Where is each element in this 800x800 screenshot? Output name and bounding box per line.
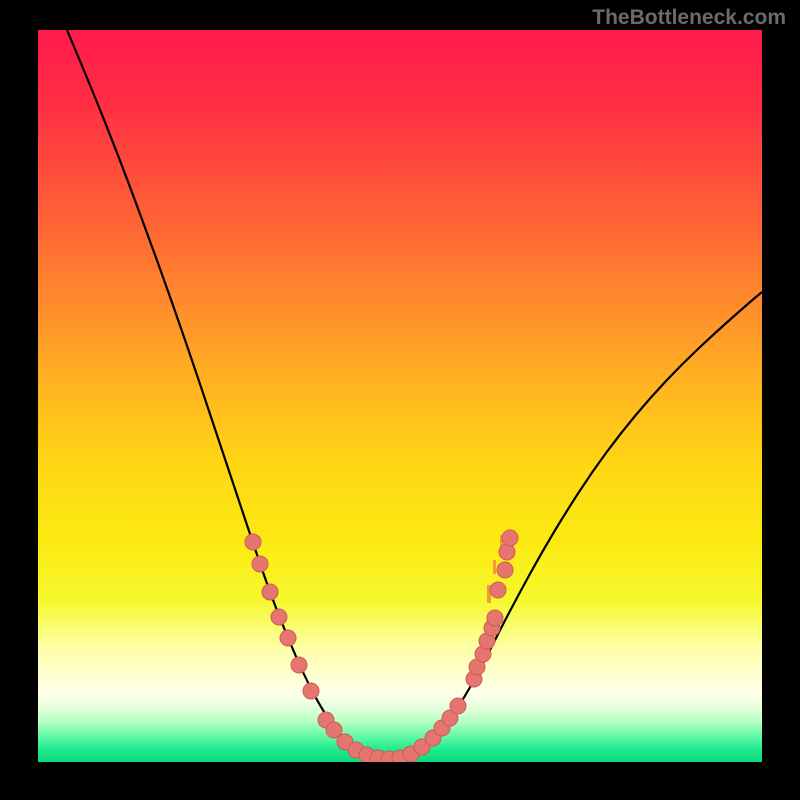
data-point — [245, 534, 261, 550]
accent-tick — [493, 560, 496, 574]
data-point — [490, 582, 506, 598]
data-point — [487, 610, 503, 626]
data-point — [303, 683, 319, 699]
watermark: TheBottleneck.com — [592, 6, 786, 30]
data-point — [499, 544, 515, 560]
plot-area — [38, 30, 762, 762]
data-point — [291, 657, 307, 673]
data-point — [450, 698, 466, 714]
right-curve — [384, 292, 762, 759]
left-curve — [67, 30, 384, 759]
data-point — [271, 609, 287, 625]
data-point — [252, 556, 268, 572]
data-point — [502, 530, 518, 546]
data-point — [497, 562, 513, 578]
data-point — [262, 584, 278, 600]
data-point — [280, 630, 296, 646]
chart-svg — [38, 30, 762, 762]
